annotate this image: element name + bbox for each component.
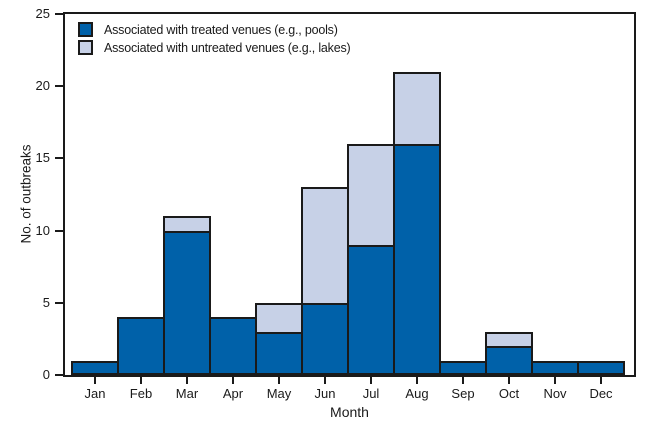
bar-sep [439,360,487,375]
bar-segment-treated [577,360,625,375]
y-tick-label: 5 [42,294,50,310]
plot-area: Associated with treated venues (e.g., po… [63,12,636,377]
bar-segment-untreated [347,143,395,248]
x-tick-mark [416,377,418,384]
y-tick-label: 10 [35,222,50,238]
y-tick-mark [55,85,63,88]
bar-oct [485,331,533,375]
x-tick-label: Apr [222,386,244,401]
y-tick-mark [55,229,63,232]
x-tick-mark [94,377,96,384]
treated-swatch-icon [78,22,93,37]
legend-item-treated: Associated with treated venues (e.g., po… [78,22,351,37]
bar-segment-untreated [393,71,441,146]
bar-segment-treated [393,143,441,375]
x-tick-mark [600,377,602,384]
x-tick-label: Jul [362,386,380,401]
bar-dec [577,360,625,375]
y-tick-label: 25 [35,6,50,21]
y-tick-mark [55,374,63,376]
bar-feb [117,317,165,375]
x-tick-label: Oct [498,386,520,401]
legend-label-treated: Associated with treated venues (e.g., po… [104,22,338,37]
x-tick-mark [554,377,556,384]
x-tick-mark [232,377,234,384]
bar-nov [531,360,579,375]
legend-label-untreated: Associated with untreated venues (e.g., … [104,40,351,55]
y-tick-label: 20 [35,78,50,94]
x-tick-label: Nov [543,386,567,401]
x-tick-label: Jan [84,386,106,401]
bar-segment-treated [71,360,119,375]
x-tick-mark [324,377,326,384]
bar-jun [301,187,349,375]
x-tick-label: Sep [451,386,475,401]
y-tick-label: 15 [35,150,50,166]
bars-group [71,71,625,375]
bar-segment-treated [209,317,257,375]
y-tick-label: 0 [42,367,50,382]
x-tick-mark [370,377,372,384]
y-tick-mark [55,301,63,304]
x-tick-label: Feb [129,386,153,401]
bar-segment-untreated [255,302,303,334]
bar-segment-treated [301,302,349,375]
bar-segment-treated [347,245,395,375]
x-tick-mark [462,377,464,384]
untreated-swatch-icon [78,40,93,55]
x-tick-label: Mar [175,386,199,401]
y-tick-mark [55,13,63,15]
bar-segment-treated [117,317,165,375]
x-tick-mark [186,377,188,384]
x-tick-label: Dec [589,386,613,401]
bar-mar [163,216,211,375]
bar-segment-treated [255,331,303,375]
legend-item-untreated: Associated with untreated venues (e.g., … [78,40,351,55]
x-axis-title: Month [330,404,369,420]
x-tick-mark [508,377,510,384]
x-tick-label: Jun [314,386,336,401]
bar-segment-treated [485,346,533,375]
x-tick-mark [278,377,280,384]
bar-segment-treated [439,360,487,375]
y-tick-mark [55,157,63,160]
bar-segment-untreated [301,187,349,305]
bar-jan [71,360,119,375]
legend: Associated with treated venues (e.g., po… [78,22,351,55]
bar-apr [209,317,257,375]
x-tick-label: May [266,386,292,401]
x-tick-label: Aug [405,386,429,401]
bar-jul [347,143,395,375]
bar-aug [393,71,441,375]
bar-segment-treated [531,360,579,375]
bar-segment-treated [163,230,211,375]
x-tick-mark [140,377,142,384]
bar-may [255,302,303,375]
